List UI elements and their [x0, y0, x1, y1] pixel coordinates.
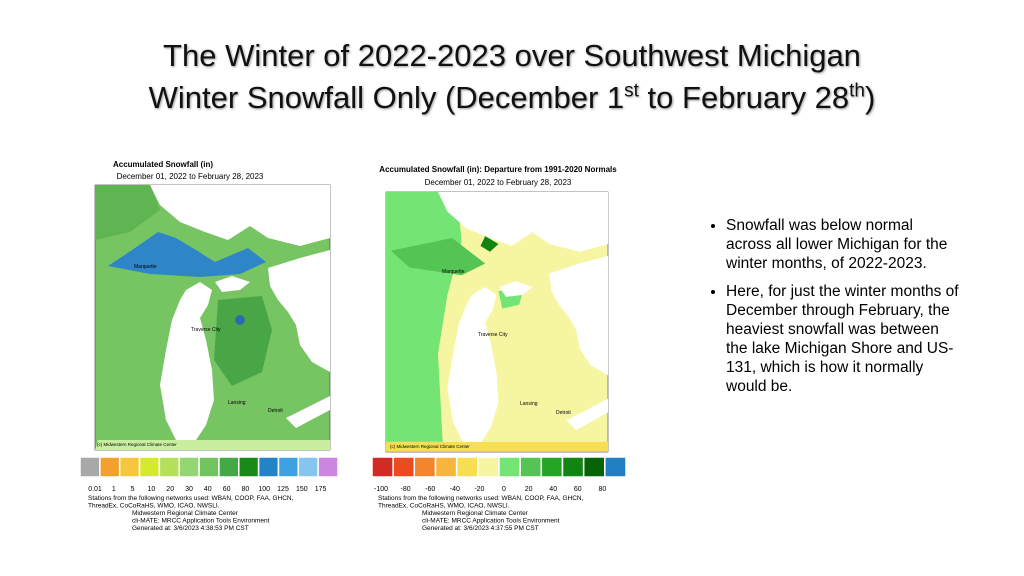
footer-text: cli-MATE: MRCC Application Tools Environ… — [422, 518, 560, 525]
title-part: Winter Snowfall Only (December 1 — [148, 80, 625, 115]
footer-text: ThreadEx, CoCoRaHS, WMO, ICAO, NWSLI. — [88, 503, 220, 510]
place-label: Detroit — [268, 408, 283, 414]
footer-text: Generated at: 3/6/2023 4:37:55 PM CST — [422, 525, 539, 532]
legend-swatch — [519, 456, 543, 478]
title-line: The Winter of 2022-2023 over Southwest M… — [163, 38, 861, 73]
legend-label: 1 — [112, 486, 116, 493]
credit: (c) Midwestern Regional Climate Center — [97, 442, 177, 447]
map-subtitle: December 01, 2022 to February 28, 2023 — [117, 172, 264, 181]
map-title: Accumulated Snowfall (in) — [113, 160, 213, 169]
title-part: ) — [865, 80, 876, 115]
legend-swatch — [392, 456, 416, 478]
legend-swatch — [79, 456, 101, 478]
legend-swatch — [178, 456, 200, 478]
legend-label: -60 — [425, 486, 435, 493]
legend-swatch — [498, 456, 521, 478]
legend-swatch — [198, 456, 220, 478]
legend-label: 0 — [502, 486, 506, 493]
legend-swatch — [582, 456, 606, 478]
legend-swatch — [604, 456, 627, 478]
title-line: Winter Snowfall Only (December 1st to Fe… — [0, 80, 1024, 116]
legend-label: 60 — [574, 486, 582, 493]
legend-label: 100 — [258, 486, 270, 493]
legend-swatch — [540, 456, 564, 478]
place-label: Detroit — [556, 410, 571, 416]
legends: 0.01 1 5 10 20 30 40 60 80 100 125 150 175 Stations f… — [79, 456, 627, 532]
place-label: Marquette — [134, 264, 157, 270]
footer-text: ThreadEx, CoCoRaHS, WMO, ICAO, NWSLI. — [378, 503, 510, 510]
legend-label: -80 — [401, 486, 411, 493]
title-sup: st — [624, 80, 639, 102]
legend-swatch — [561, 456, 585, 478]
footer-text: Generated at: 3/6/2023 4:38:53 PM CST — [132, 525, 249, 532]
place-label: Traverse City — [191, 327, 221, 333]
legend-swatch — [158, 456, 180, 478]
legend-swatch — [138, 456, 161, 478]
legend-label: 10 — [148, 486, 156, 493]
left-map: Accumulated Snowfall (in) December 01, 2… — [94, 160, 331, 451]
legend-swatch — [99, 456, 121, 478]
legend-swatch — [371, 456, 394, 478]
footer-text: Stations from the following networks use… — [378, 495, 584, 502]
legend-label: 125 — [277, 486, 289, 493]
place-label: Marquette — [442, 269, 465, 275]
credit: (c) Midwestern Regional Climate Center — [390, 444, 470, 449]
legend-label: 30 — [185, 486, 193, 493]
legend-swatch — [317, 456, 339, 478]
legend-label: -100 — [374, 486, 388, 493]
legend-swatch — [413, 456, 437, 478]
legend-label: 20 — [525, 486, 533, 493]
place-label: Lansing — [520, 401, 538, 407]
footer-text: cli-MATE: MRCC Application Tools Environ… — [132, 518, 270, 525]
legend-label: 40 — [549, 486, 557, 493]
legend-swatch — [477, 456, 500, 478]
place-label: Lansing — [228, 400, 246, 406]
right-map: Accumulated Snowfall (in): Departure fro… — [379, 165, 617, 453]
place-label: Traverse City — [478, 332, 508, 338]
legend-label: 80 — [599, 486, 607, 493]
legend-label: 20 — [166, 486, 174, 493]
legend-swatch — [277, 456, 300, 478]
bullet: Here, for just the winter months of Dece… — [726, 282, 962, 396]
title-part: to February 28 — [638, 80, 850, 115]
legend-swatch — [297, 456, 319, 478]
legend-swatch — [434, 456, 458, 478]
legend-label: 175 — [315, 486, 327, 493]
footer-text: Midwestern Regional Climate Center — [132, 510, 239, 517]
title-sup: th — [849, 80, 866, 102]
legend-swatch — [257, 456, 280, 478]
legend-label: 60 — [223, 486, 231, 493]
footer-text: Midwestern Regional Climate Center — [422, 510, 529, 517]
legend-swatch — [118, 456, 141, 478]
legend-label: -20 — [474, 486, 484, 493]
legend-swatch — [238, 456, 260, 478]
bullet: Snowfall was below normal across all low… — [726, 216, 962, 273]
legend-label: 0.01 — [88, 486, 102, 493]
legend-label: 5 — [131, 486, 135, 493]
legend-label: 150 — [296, 486, 308, 493]
bullet-list: Snowfall was below normal across all low… — [704, 216, 962, 405]
map-subtitle: December 01, 2022 to February 28, 2023 — [425, 178, 572, 187]
legend-label: -40 — [450, 486, 460, 493]
map-title: Accumulated Snowfall (in): Departure fro… — [379, 165, 617, 174]
legend-swatch — [455, 456, 479, 478]
legend-swatch — [218, 456, 240, 478]
legend-label: 80 — [242, 486, 250, 493]
legend-label: 40 — [204, 486, 212, 493]
footer-text: Stations from the following networks use… — [88, 495, 294, 502]
